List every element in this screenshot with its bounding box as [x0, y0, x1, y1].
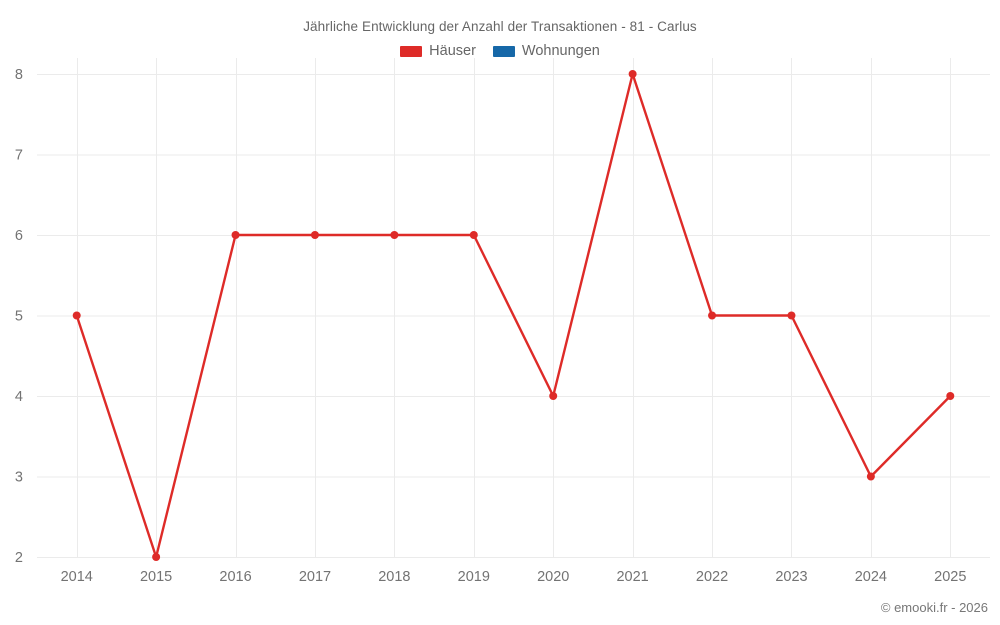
x-gridlines — [77, 58, 951, 557]
legend-label-hauser: Häuser — [429, 43, 476, 59]
data-point-marker[interactable] — [946, 392, 955, 400]
x-axis-tick-label: 2018 — [378, 569, 410, 585]
x-axis-tick-label: 2016 — [219, 569, 251, 585]
data-point-marker[interactable] — [628, 70, 637, 78]
legend-swatch-wohnungen — [492, 45, 515, 57]
data-point-marker[interactable] — [310, 231, 319, 239]
series-line-häuser — [75, 72, 952, 559]
legend-item-hauser[interactable]: Häuser — [400, 43, 476, 59]
data-point-marker[interactable] — [708, 311, 717, 320]
data-point-marker[interactable] — [549, 392, 558, 400]
y-axis-tick-label: 7 — [15, 148, 23, 164]
data-point-marker[interactable] — [152, 553, 161, 561]
data-point-marker[interactable] — [72, 311, 81, 320]
data-point-marker[interactable] — [469, 231, 478, 239]
x-axis-tick-label: 2022 — [696, 569, 728, 585]
y-axis-tick-label: 2 — [15, 550, 23, 566]
x-axis-tick-label: 2019 — [458, 569, 490, 585]
data-point-marker[interactable] — [787, 311, 796, 320]
legend-swatch-hauser — [400, 45, 423, 57]
data-point-marker[interactable] — [231, 231, 240, 239]
legend-label-wohnungen: Wohnungen — [521, 43, 600, 59]
x-axis-tick-label: 2025 — [934, 569, 966, 585]
legend-item-wohnungen[interactable]: Wohnungen — [492, 43, 600, 59]
y-axis-tick-label: 6 — [15, 228, 23, 244]
x-axis-tick-label: 2023 — [775, 569, 807, 585]
y-axis-tick-label: 5 — [15, 309, 23, 325]
y-axis-tick-label: 8 — [15, 67, 23, 83]
data-point-marker[interactable] — [390, 231, 399, 239]
x-axis-tick-label: 2015 — [140, 569, 172, 585]
x-axis-tick-label: 2017 — [299, 569, 331, 585]
y-axis-tick-label: 4 — [15, 389, 23, 405]
chart-legend: Häuser Wohnungen — [0, 43, 1000, 59]
x-axis-tick-label: 2014 — [61, 569, 93, 585]
y-axis-labels: 2 3 4 5 6 7 8 — [15, 67, 23, 566]
x-axis-tick-label: 2024 — [855, 569, 887, 585]
data-series-layer — [72, 70, 955, 561]
x-axis-tick-label: 2020 — [537, 569, 569, 585]
x-axis-tick-label: 2021 — [616, 569, 648, 585]
x-axis-labels: 2014 2015 2016 2017 2018 2019 2020 2021 2022 2023… — [61, 569, 967, 585]
chart-title: Jährliche Entwicklung der Anzahl der Tra… — [303, 19, 697, 34]
data-point-marker[interactable] — [866, 472, 875, 481]
y-axis-tick-label: 3 — [15, 470, 23, 486]
copyright-credit: © emooki.fr - 2026 — [880, 600, 988, 615]
